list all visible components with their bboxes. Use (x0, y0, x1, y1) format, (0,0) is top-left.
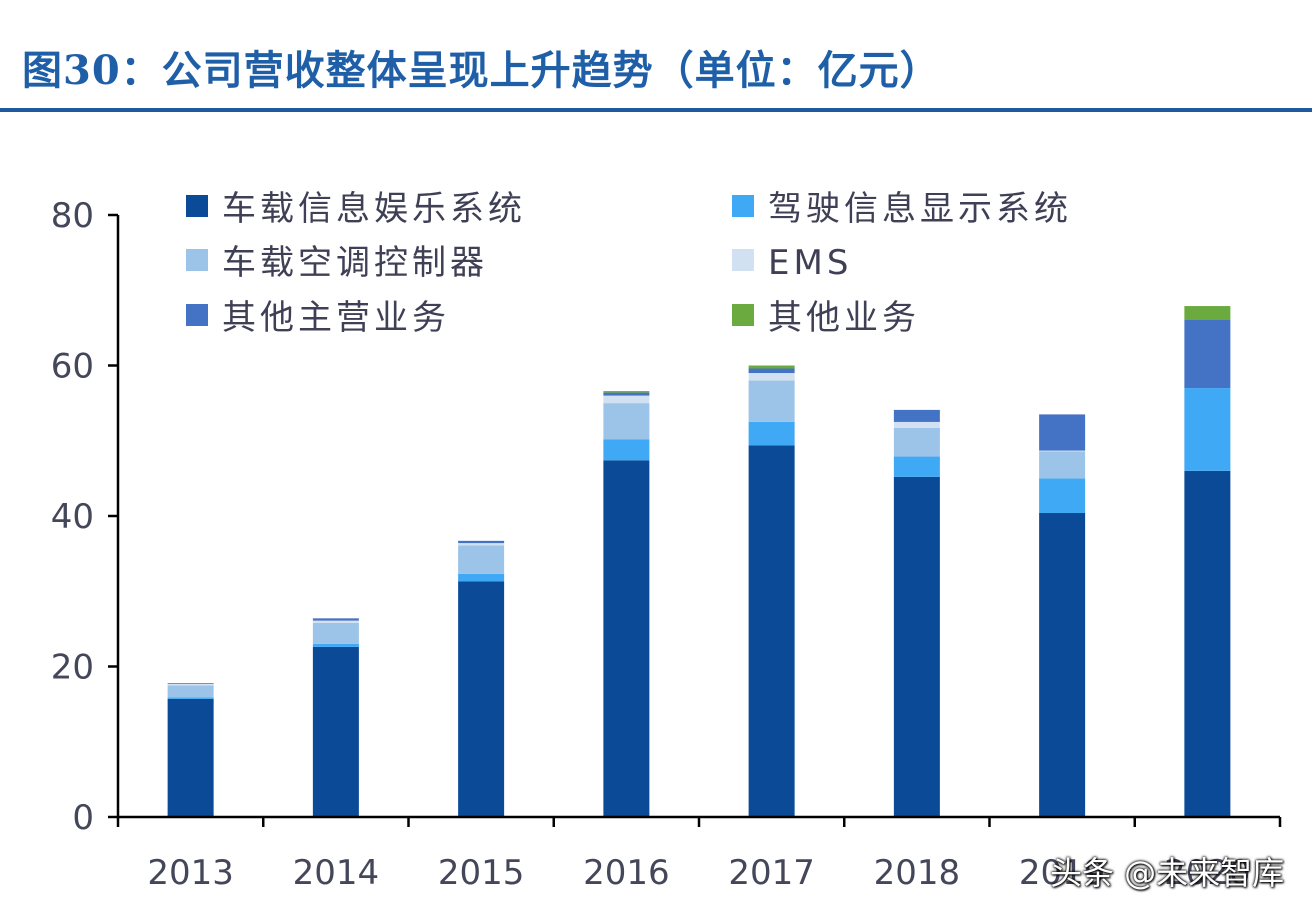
legend-swatch-2 (186, 249, 208, 271)
bar-2020-series-1 (1184, 388, 1231, 471)
bar-2013-series-4 (167, 683, 214, 684)
bar-2020-series-0 (1184, 470, 1231, 817)
bar-2018-series-4 (893, 409, 940, 422)
legend-label-3: EMS (768, 243, 852, 283)
bar-2017-series-1 (748, 421, 795, 446)
bar-2016-series-0 (603, 460, 650, 817)
bar-2016-series-1 (603, 439, 650, 461)
bar-2014-series-1 (312, 643, 359, 647)
bar-2017-series-2 (748, 380, 795, 422)
x-tick-label-2018: 2018 (874, 853, 961, 893)
bar-2016-series-5 (603, 391, 650, 393)
y-tick-label-80: 80 (51, 196, 94, 236)
bar-2019-series-2 (1039, 451, 1086, 479)
bar-2015-series-1 (458, 573, 505, 582)
bar-2013-series-1 (167, 697, 214, 699)
x-tick-label-2015: 2015 (438, 853, 525, 893)
bar-2020-series-4 (1184, 319, 1231, 389)
bar-2017-series-0 (748, 445, 795, 817)
bar-2020-series-5 (1184, 306, 1231, 320)
chart-title: 图30：公司营收整体呈现上升趋势（单位：亿元） (22, 47, 941, 94)
legend-swatch-5 (732, 304, 754, 326)
bar-2013-series-2 (167, 685, 214, 698)
x-tick-label-2017: 2017 (728, 853, 815, 893)
bar-2019-series-3 (1039, 450, 1086, 452)
bar-2014-series-2 (312, 622, 359, 644)
legend-label-5: 其他业务 (768, 298, 920, 338)
bar-2016-series-3 (603, 395, 650, 404)
legend-swatch-3 (732, 249, 754, 271)
x-tick-label-2013: 2013 (147, 853, 234, 893)
x-tick-label-2016: 2016 (583, 853, 670, 893)
y-tick-label-40: 40 (51, 497, 94, 537)
legend-swatch-1 (732, 195, 754, 217)
bar-2017-series-5 (748, 365, 795, 369)
legend-label-4: 其他主营业务 (222, 298, 450, 338)
bar-2015-series-4 (458, 540, 505, 544)
bar-2018-series-1 (893, 456, 940, 477)
bar-2018-series-0 (893, 476, 940, 817)
legend-label-1: 驾驶信息显示系统 (768, 189, 1072, 229)
bar-2013-series-0 (167, 698, 214, 817)
title-divider (0, 108, 1312, 112)
bar-2015-series-0 (458, 581, 505, 817)
bar-2017-series-3 (748, 373, 795, 381)
bar-2016-series-4 (603, 392, 650, 396)
x-tick-label-2014: 2014 (293, 853, 380, 893)
x-tick-label-2020: 2020 (1164, 853, 1251, 893)
bar-2013-series-3 (167, 683, 214, 686)
axes-group: 0 20 40 60 80 2013 2014 2015 2016 2017 2018 2019 202… (51, 196, 1282, 893)
bars-group (167, 306, 1231, 817)
bar-2017-series-4 (748, 368, 795, 374)
legend-swatch-4 (186, 304, 208, 326)
bar-2015-series-2 (458, 545, 505, 574)
bar-2019-series-1 (1039, 478, 1086, 513)
bar-2014-series-0 (312, 646, 359, 817)
bar-2018-series-2 (893, 427, 940, 457)
y-tick-label-60: 60 (51, 347, 94, 387)
bar-2016-series-2 (603, 403, 650, 440)
bar-2019-series-0 (1039, 512, 1086, 817)
y-tick-label-20: 20 (51, 648, 94, 688)
bar-2018-series-3 (893, 421, 940, 428)
x-tick-label-2019: 2019 (1019, 853, 1106, 893)
y-tick-label-0: 0 (72, 798, 94, 838)
bar-2019-series-4 (1039, 414, 1086, 451)
legend-label-0: 车载信息娱乐系统 (222, 189, 526, 229)
legend-label-2: 车载空调控制器 (222, 243, 488, 283)
watermark: 头条 @未来智库 (1050, 854, 1285, 892)
bar-2014-series-4 (312, 618, 359, 621)
bar-2015-series-3 (458, 543, 505, 546)
bar-2014-series-3 (312, 620, 359, 623)
legend-swatch-0 (186, 195, 208, 217)
